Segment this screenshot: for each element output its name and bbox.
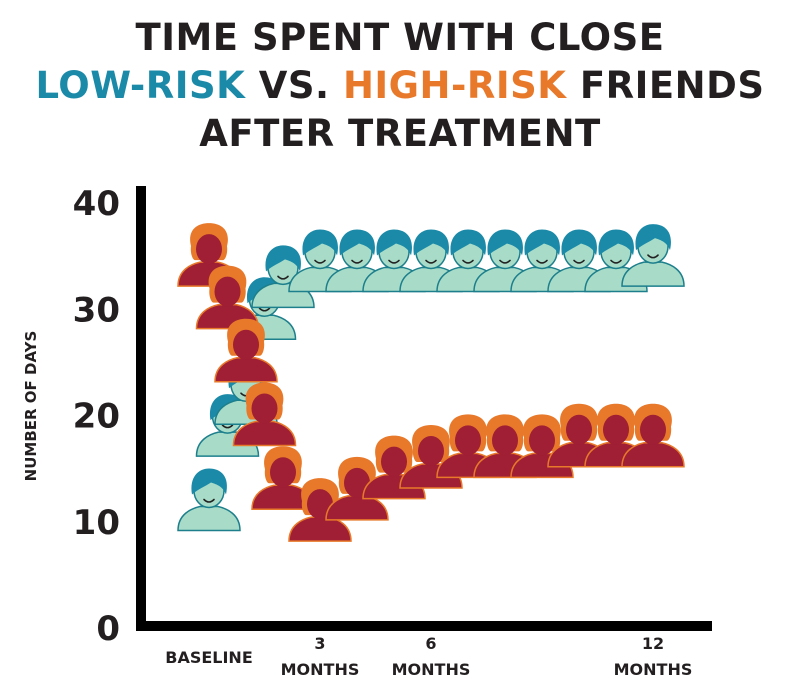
high_risk-series	[177, 223, 685, 542]
person-body	[621, 442, 685, 468]
person-face	[233, 329, 259, 360]
person-icon	[251, 446, 315, 510]
person-icon	[251, 245, 315, 309]
title-friends: FRIENDS	[566, 64, 765, 107]
person-body	[214, 357, 278, 383]
x-tick-text: BASELINE	[165, 648, 253, 667]
title-vs: VS.	[245, 64, 343, 107]
person-hair	[339, 229, 375, 256]
person-icon	[325, 456, 389, 521]
x-tick-text: MONTHS	[281, 660, 360, 679]
person-smile	[536, 259, 548, 264]
person-smile	[258, 307, 271, 312]
person-smile	[221, 424, 234, 429]
person-face	[492, 425, 518, 456]
person-smile	[314, 259, 326, 264]
title-line-2: LOW-RISK VS. HIGH-RISK FRIENDS	[0, 62, 800, 110]
person-face	[307, 489, 333, 520]
y-tick-label: 20	[73, 397, 120, 437]
person-face	[529, 425, 555, 456]
person-face	[566, 414, 592, 445]
person-face	[214, 276, 241, 307]
person-smile	[425, 259, 437, 264]
person-face	[603, 414, 629, 445]
x-tick-label: 12 MONTHS	[614, 634, 693, 679]
y-tick-label: 40	[73, 184, 120, 224]
person-icon	[399, 425, 463, 489]
title-line-1: TIME SPENT WITH CLOSE	[135, 16, 665, 59]
person-smile	[610, 259, 622, 264]
x-tick-text: 3	[314, 634, 325, 653]
person-icon	[214, 318, 278, 383]
person-face	[418, 436, 444, 466]
person-icon	[621, 403, 685, 468]
y-tick-label: 10	[73, 503, 120, 543]
person-face	[196, 234, 222, 265]
person-hair	[191, 468, 227, 495]
person-face	[251, 393, 278, 424]
y-axis-line	[136, 186, 146, 631]
x-tick-text: 12	[642, 634, 664, 653]
person-hair	[302, 229, 338, 256]
x-tick-label: BASELINE	[165, 648, 253, 667]
person-smile	[203, 498, 215, 503]
person-face	[455, 425, 481, 456]
title-low-risk: LOW-RISK	[35, 64, 246, 107]
person-smile	[647, 254, 659, 259]
person-smile	[388, 259, 400, 264]
person-icon	[621, 224, 685, 287]
person-hair	[561, 229, 597, 256]
person-smile	[351, 259, 363, 264]
chart-title: TIME SPENT WITH CLOSE LOW-RISK VS. HIGH-…	[0, 14, 800, 158]
person-smile	[573, 259, 585, 264]
title-line-3: AFTER TREATMENT	[199, 112, 601, 155]
chart-marks	[177, 223, 685, 542]
person-face	[270, 457, 296, 488]
person-body	[232, 420, 297, 447]
x-tick-text: MONTHS	[392, 660, 471, 679]
y-axis-label: NUMBER OF DAYS	[22, 331, 40, 482]
x-tick-label: 6 MONTHS	[392, 634, 471, 679]
person-smile	[462, 259, 474, 264]
person-smile	[277, 275, 289, 280]
y-tick-label: 0	[96, 609, 120, 649]
person-hair	[598, 229, 634, 256]
person-smile	[499, 259, 511, 264]
person-icon	[473, 229, 537, 293]
person-hair	[413, 229, 449, 256]
x-axis-line	[136, 621, 712, 631]
y-tick-label: 30	[73, 290, 120, 330]
person-body	[177, 505, 241, 532]
person-face	[640, 414, 666, 445]
axes: 0 10 20 30 40 NUMBER OF DAYS BASELINE 3 MONTHS 6 M…	[22, 184, 712, 679]
person-hair	[635, 224, 671, 251]
person-face	[381, 446, 407, 477]
person-icon	[232, 382, 297, 447]
person-body	[288, 516, 352, 542]
x-tick-text: 6	[425, 634, 436, 653]
x-tick-text: MONTHS	[614, 660, 693, 679]
person-hair	[450, 229, 486, 256]
person-hair	[487, 229, 523, 256]
x-tick-label: 3 MONTHS	[281, 634, 360, 679]
person-hair	[524, 229, 560, 256]
title-high-risk: HIGH-RISK	[342, 64, 567, 107]
person-body	[621, 261, 685, 287]
person-icon	[177, 468, 241, 532]
person-hair	[265, 245, 301, 272]
low_risk-series	[177, 224, 685, 532]
person-face	[344, 467, 370, 498]
person-hair	[376, 229, 412, 256]
